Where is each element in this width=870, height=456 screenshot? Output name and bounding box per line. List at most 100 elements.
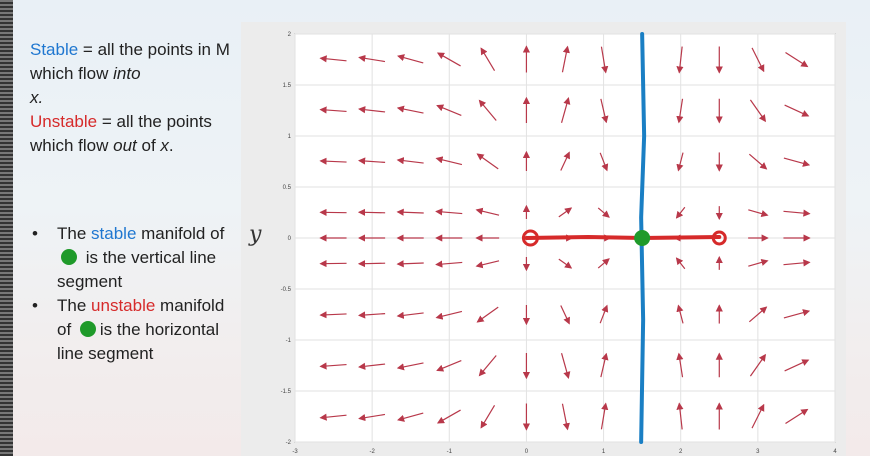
field-arrow: [599, 152, 609, 172]
field-arrow: [357, 208, 386, 216]
unstable-def-text: = all the points which flow: [30, 112, 212, 155]
y-tick-label: 1: [288, 134, 292, 140]
field-arrow: [435, 156, 463, 166]
field-arrow: [319, 362, 347, 370]
field-arrow: [435, 260, 463, 268]
unstable-x-var: x: [160, 136, 169, 155]
stable-x-var: x.: [30, 88, 44, 107]
b1-mid: manifold of: [136, 224, 225, 243]
field-arrow: [357, 311, 386, 319]
field-arrow: [600, 98, 609, 124]
x-tick-label: 4: [833, 449, 837, 455]
field-arrow: [560, 97, 571, 123]
field-arrow: [396, 157, 424, 165]
y-tick-label: -2: [286, 440, 292, 446]
saddle-point-marker: [634, 230, 651, 246]
x-tick-label: 3: [756, 449, 760, 455]
b2-unstable-word: unstable: [91, 296, 156, 315]
field-arrow: [436, 104, 462, 116]
x-tick-label: -2: [369, 449, 375, 455]
field-arrow: [396, 105, 424, 114]
field-arrow: [676, 46, 684, 74]
unstable-manifold-line: [524, 234, 722, 241]
b1-pre: The: [57, 224, 92, 243]
saddle-point-dot-icon: [61, 249, 77, 265]
field-arrow: [676, 98, 684, 124]
field-arrow: [600, 402, 609, 430]
b2-mid: manifold of: [57, 296, 225, 339]
field-arrow: [783, 309, 811, 319]
source-point-marker: [521, 229, 539, 247]
field-arrow: [597, 207, 610, 218]
stable-definition: Stable = all the points in M which flow …: [30, 38, 240, 110]
field-arrow: [435, 310, 463, 320]
field-arrow: [676, 352, 684, 378]
y-tick-label: 0: [288, 236, 292, 242]
field-arrow: [676, 304, 684, 324]
field-arrow: [475, 260, 500, 269]
field-arrow: [319, 157, 347, 165]
field-arrow: [783, 259, 811, 267]
of-word: of: [136, 136, 161, 155]
y-tick-label: -0.5: [281, 287, 292, 293]
field-arrow: [676, 402, 684, 430]
field-arrow: [480, 47, 496, 71]
field-arrow: [480, 405, 496, 429]
y-tick-label: 0.5: [283, 185, 292, 191]
field-arrow: [751, 403, 765, 429]
y-tick-label: -1: [286, 338, 292, 344]
y-axis-label: y: [249, 222, 262, 247]
field-arrow: [475, 207, 500, 216]
stable-manifold-line: [639, 32, 647, 444]
field-arrow: [675, 257, 686, 270]
field-arrow: [358, 54, 386, 63]
field-arrow: [784, 359, 810, 372]
field-arrow: [358, 413, 386, 422]
field-arrow: [748, 258, 769, 267]
saddle-point-dot-icon: [79, 321, 96, 337]
definitions-block: Stable = all the points in M which flow …: [30, 38, 240, 158]
field-arrow: [600, 46, 609, 74]
x-tick-label: 2: [679, 449, 683, 455]
b2-pre: The: [57, 296, 92, 315]
into-word: into: [113, 64, 141, 83]
field-arrow: [675, 206, 686, 219]
field-arrow: [319, 413, 347, 421]
stable-term: Stable: [30, 40, 79, 59]
field-arrow: [783, 209, 811, 217]
field-arrow: [783, 157, 811, 167]
window-frame-edge: [0, 0, 13, 456]
field-arrow: [558, 207, 573, 218]
field-arrow: [749, 99, 767, 123]
y-tick-label: 2: [288, 32, 292, 38]
stable-point-marker: [711, 230, 727, 246]
field-arrow: [396, 362, 424, 371]
bullet-unstable-manifold: The unstable manifold of is the horizont…: [30, 294, 240, 366]
field-arrow: [396, 208, 424, 216]
field-arrow: [397, 54, 424, 64]
field-arrow: [357, 157, 386, 165]
field-arrow: [436, 409, 461, 424]
period: .: [168, 136, 174, 155]
field-arrow: [357, 260, 386, 268]
field-arrow: [396, 311, 424, 319]
field-arrow: [476, 306, 499, 323]
tick-labels: -3 -2 -1 0 1 2 3 421.510.50-0.5-1-1.5-2: [281, 32, 838, 455]
field-arrow: [319, 55, 347, 63]
y-tick-label: -1.5: [281, 389, 292, 395]
bullet-list: The stable manifold of is the vertical l…: [30, 222, 240, 366]
field-arrow: [319, 106, 347, 114]
field-arrow: [749, 353, 767, 377]
field-arrow: [476, 153, 499, 170]
out-word: out: [113, 136, 137, 155]
bullet-stable-manifold: The stable manifold of is the vertical l…: [30, 222, 240, 294]
field-arrow: [396, 260, 424, 268]
field-arrow: [748, 209, 769, 218]
field-arrow: [784, 104, 810, 117]
field-arrow: [358, 362, 386, 370]
stable-def-text: = all the points in M which flow: [30, 40, 230, 83]
field-arrow: [558, 258, 573, 269]
grid-lines: [294, 33, 836, 443]
b1-post: is the vertical line segment: [57, 248, 217, 291]
